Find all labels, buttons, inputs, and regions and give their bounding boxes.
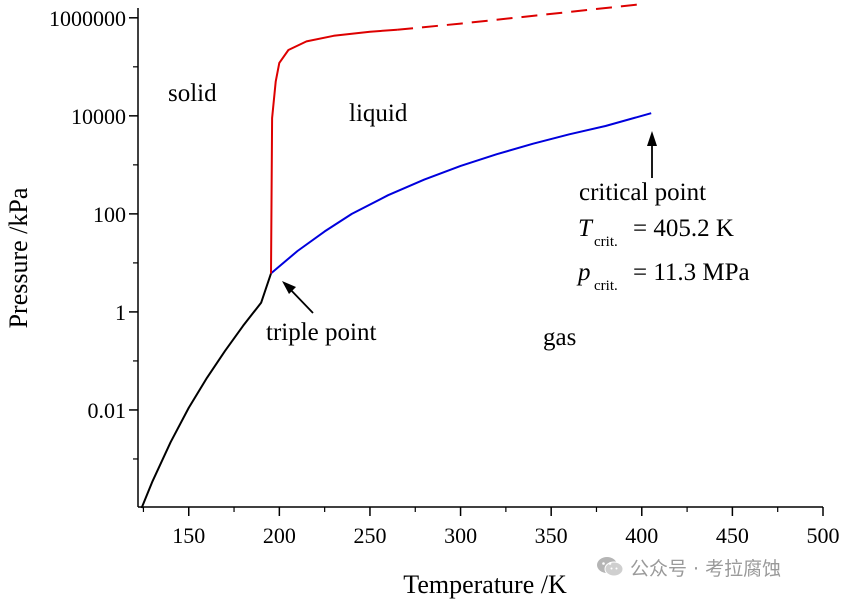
critical-pressure-line: p crit. = 11.3 MPa bbox=[576, 259, 750, 294]
x-tick-label: 350 bbox=[535, 523, 568, 548]
p-crit-subscript: crit. bbox=[594, 278, 618, 294]
x-tick-label: 500 bbox=[807, 523, 840, 548]
region-label-solid: solid bbox=[168, 80, 217, 107]
region-label-liquid: liquid bbox=[349, 100, 408, 127]
triple-point-label: triple point bbox=[266, 319, 376, 346]
y-axis-title: Pressure /kPa bbox=[4, 187, 33, 328]
wechat-icon bbox=[597, 557, 624, 577]
series-group bbox=[140, 3, 652, 509]
series-line-3 bbox=[270, 28, 398, 274]
y-tick-label: 1 bbox=[115, 300, 126, 325]
x-tick-label: 400 bbox=[625, 523, 658, 548]
axes: 150 200 250 300 350 400 450 500 0.01 1 100 10000 100… bbox=[49, 6, 840, 548]
x-tick-label: 300 bbox=[444, 523, 477, 548]
p-crit-symbol: p bbox=[576, 259, 591, 286]
x-tick-label: 200 bbox=[263, 523, 296, 548]
x-axis-title: Temperature /K bbox=[403, 570, 567, 599]
series-line-2 bbox=[270, 112, 652, 275]
y-tick-label: 1000000 bbox=[49, 6, 126, 31]
t-crit-subscript: crit. bbox=[594, 234, 618, 250]
y-tick-label: 0.01 bbox=[88, 398, 127, 423]
triple-point-arrow bbox=[282, 281, 314, 314]
series-line-1 bbox=[140, 273, 272, 509]
t-crit-value: = 405.2 K bbox=[633, 215, 734, 242]
critical-point-arrow bbox=[647, 131, 657, 178]
critical-point-label: critical point bbox=[579, 179, 706, 206]
critical-temperature-line: T crit. = 405.2 K bbox=[578, 215, 734, 250]
x-tick-label: 150 bbox=[172, 523, 205, 548]
p-crit-value: = 11.3 MPa bbox=[633, 259, 750, 286]
y-tick-label: 10000 bbox=[71, 104, 126, 129]
x-tick-label: 450 bbox=[716, 523, 749, 548]
watermark: 公众号 · 考拉腐蚀 bbox=[596, 552, 781, 582]
series-line-4 bbox=[397, 3, 642, 31]
region-label-gas: gas bbox=[543, 324, 576, 351]
labels-group: Temperature /K Pressure /kPa solid liqui… bbox=[4, 80, 750, 599]
watermark-text: 公众号 · 考拉腐蚀 bbox=[630, 557, 782, 580]
t-crit-symbol: T bbox=[578, 215, 594, 242]
y-tick-label: 100 bbox=[93, 202, 126, 227]
x-tick-label: 250 bbox=[353, 523, 386, 548]
